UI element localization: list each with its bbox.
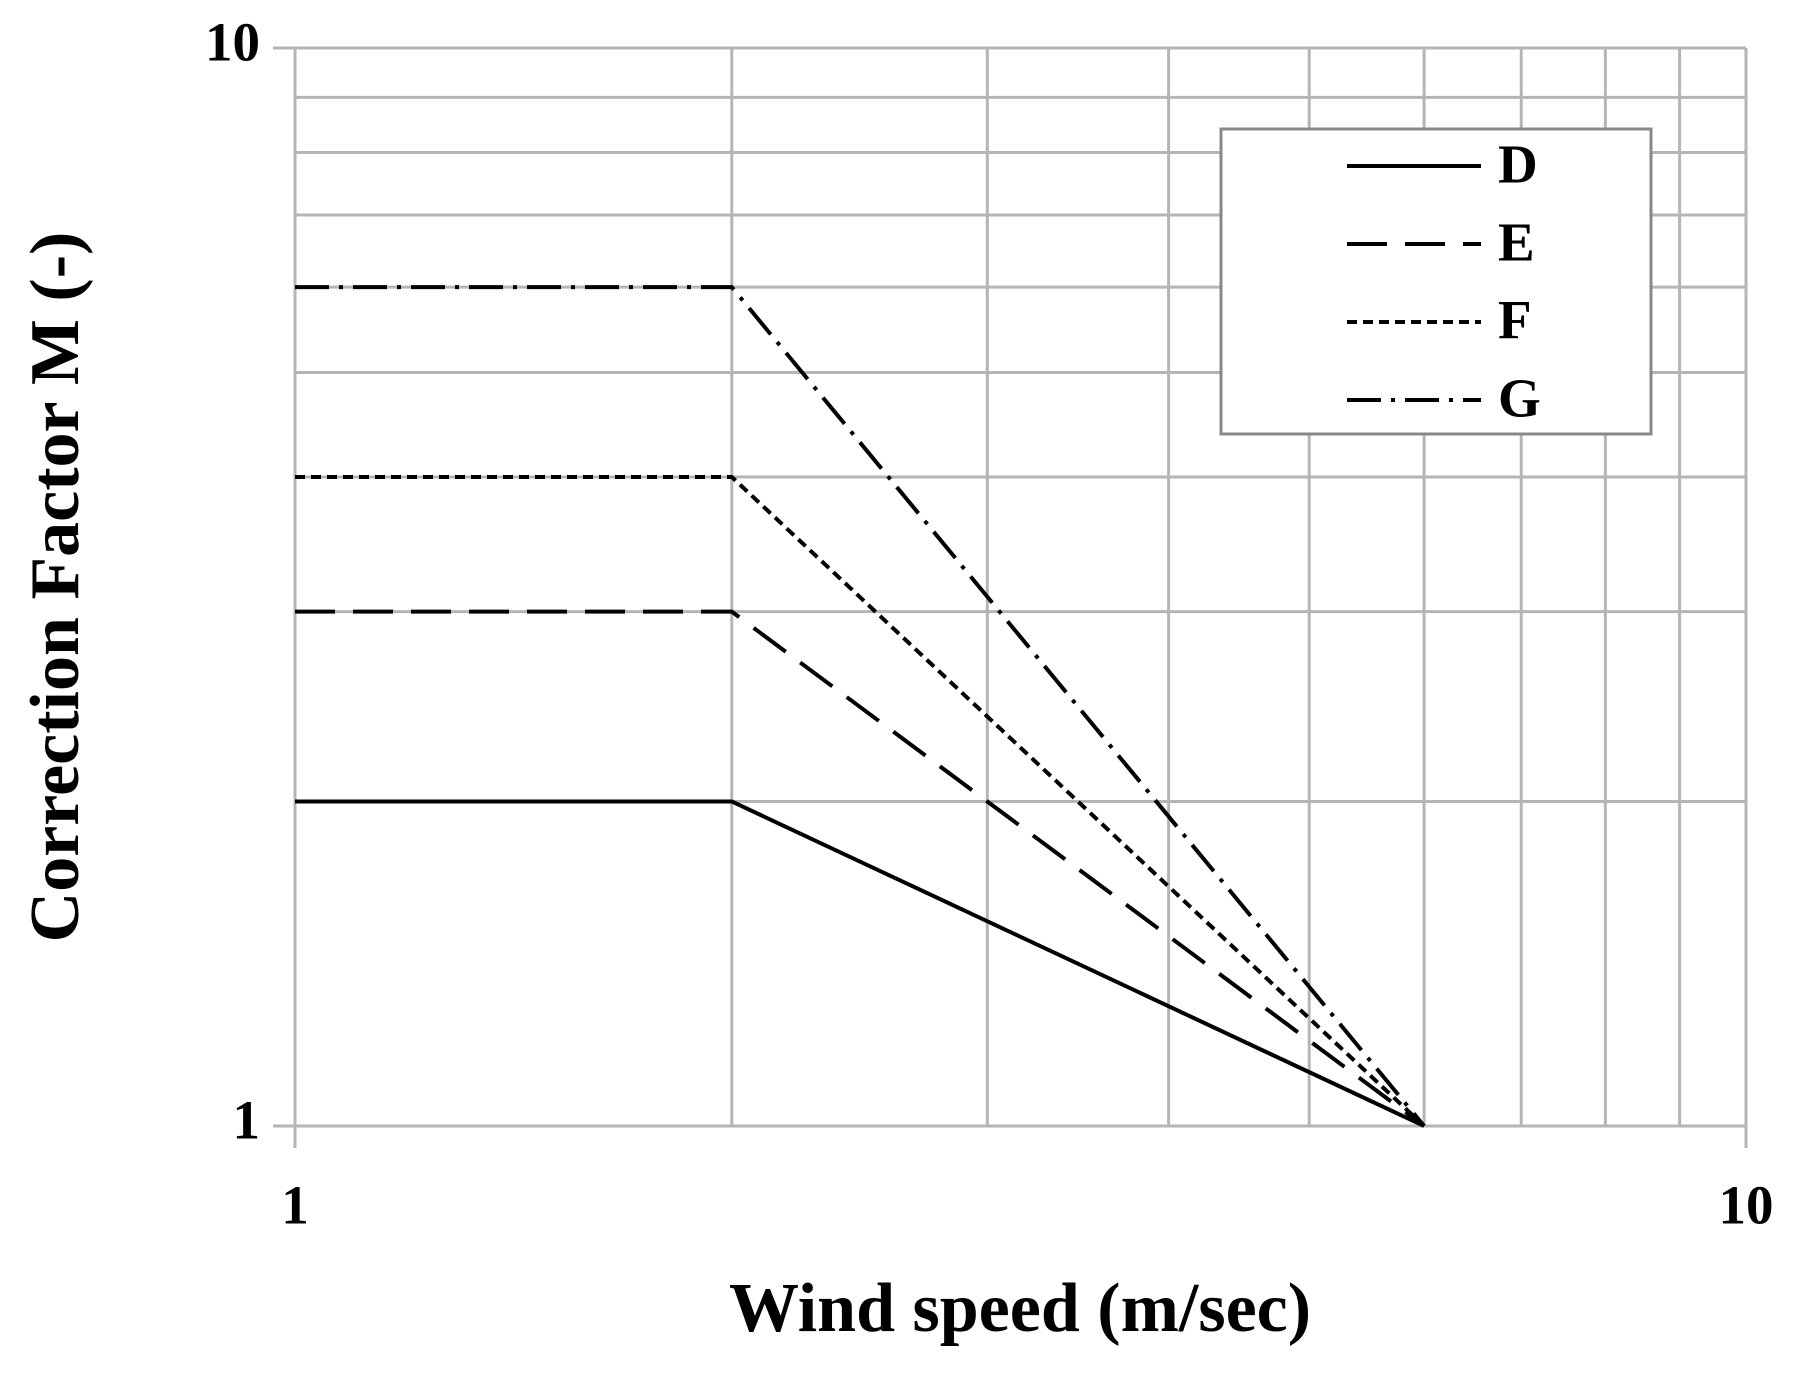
x-tick-label: 1 (281, 1175, 309, 1236)
y-axis-label: Correction Factor M (-) (17, 232, 94, 943)
line-series (295, 799, 1425, 1128)
legend-label: G (1498, 368, 1541, 429)
legend-label: E (1498, 212, 1535, 273)
x-axis-label: Wind speed (m/sec) (729, 1270, 1311, 1347)
line-series (295, 285, 1426, 1128)
line-series (295, 474, 1426, 1128)
x-tick-label: 10 (1719, 1175, 1774, 1236)
y-tick-label: 1 (233, 1090, 261, 1151)
line-series (295, 609, 1426, 1128)
y-tick-label: 10 (205, 12, 260, 73)
legend-box (1219, 127, 1653, 436)
legend-label: D (1498, 134, 1538, 195)
legend-label: F (1498, 290, 1532, 351)
